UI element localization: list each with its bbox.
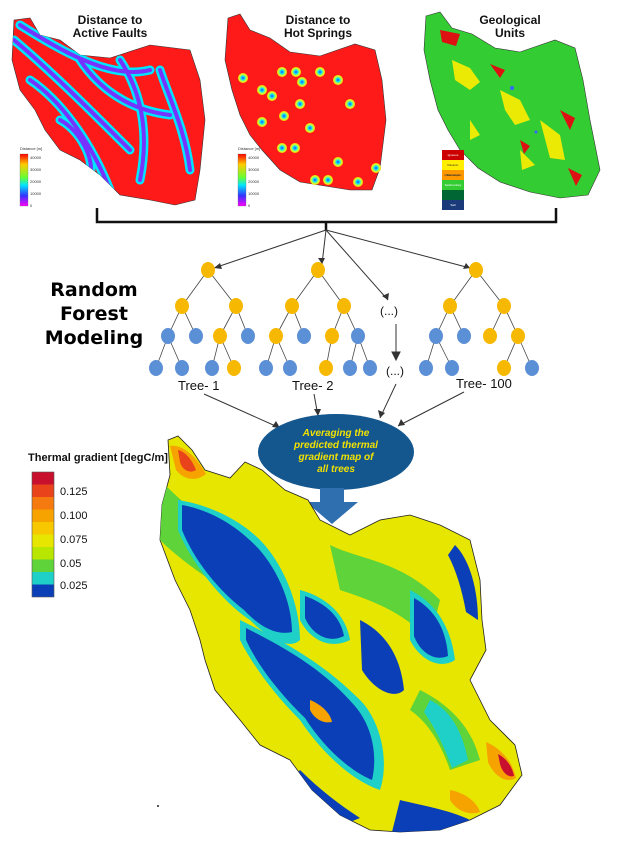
tree-label-2: Tree- 2 bbox=[292, 378, 334, 393]
geology-key-igneous: Igneous bbox=[447, 153, 459, 157]
faults-legend-title: Distance [m] bbox=[20, 146, 43, 151]
geology-title-line2: Units bbox=[495, 26, 525, 40]
fanout-arrows bbox=[213, 229, 471, 301]
averaging-text-line3: gradient map of bbox=[298, 452, 374, 463]
faults-legend-tick: 0 bbox=[30, 203, 33, 208]
trees-ellipsis-top: (...) bbox=[380, 304, 398, 318]
down-arrow bbox=[306, 488, 358, 524]
faults-legend-tick: 40000 bbox=[30, 155, 42, 160]
springs-legend-tick: 20000 bbox=[248, 179, 260, 184]
tree-label-100: Tree- 100 bbox=[456, 376, 512, 391]
geology-key-metamorphic: Metamorphic bbox=[444, 173, 462, 177]
tree-2 bbox=[259, 262, 377, 376]
tree-100 bbox=[419, 262, 539, 376]
model-title-line2: Modeling bbox=[44, 327, 144, 349]
averaging-text-line4: all trees bbox=[317, 464, 355, 475]
springs-legend-tick: 40000 bbox=[248, 155, 260, 160]
averaging-text-line2: predicted thermal bbox=[294, 440, 378, 451]
springs-map bbox=[224, 13, 387, 207]
tree-1 bbox=[149, 262, 255, 376]
thermal-legend-tick: 0.125 bbox=[60, 486, 88, 498]
thermal-legend-tick: 0.05 bbox=[60, 558, 82, 570]
geology-key-salt: Salt bbox=[450, 203, 456, 207]
springs-legend-title: Distance [m] bbox=[238, 146, 261, 151]
tree-label-1: Tree- 1 bbox=[178, 378, 220, 393]
thermal-map bbox=[157, 435, 523, 833]
thermal-legend-tick: 0.100 bbox=[60, 510, 88, 522]
springs-title-line2: Hot Springs bbox=[284, 26, 352, 40]
thermal-legend-title: Thermal gradient [degC/m] bbox=[28, 452, 168, 464]
faults-title-line1: Distance to bbox=[77, 13, 143, 27]
thermal-legend-tick: 0.075 bbox=[60, 534, 88, 546]
springs-title-line1: Distance to bbox=[285, 13, 351, 27]
geology-map bbox=[423, 11, 601, 210]
geology-title-line1: Geological bbox=[479, 13, 541, 27]
faults-legend-tick: 30000 bbox=[30, 167, 42, 172]
model-title: Random Forest Modeling bbox=[14, 278, 174, 350]
thermal-legend-tick: 0.025 bbox=[60, 580, 88, 592]
faults-legend-tick: 10000 bbox=[30, 191, 42, 196]
geology-title: Geological Units bbox=[460, 14, 560, 40]
springs-legend-tick: 10000 bbox=[248, 191, 260, 196]
springs-legend-tick: 0 bbox=[248, 203, 251, 208]
averaging-text: Averaging the predicted thermal gradient… bbox=[262, 428, 410, 476]
averaging-oval bbox=[258, 414, 414, 490]
model-title-line1: Random Forest bbox=[50, 279, 138, 325]
geology-key-sedimentary: Sedimentary bbox=[444, 183, 462, 187]
ellipsis-connector bbox=[391, 324, 401, 362]
faults-title-line2: Active Faults bbox=[72, 26, 148, 40]
averaging-text-line1: Averaging the bbox=[302, 428, 370, 439]
faults-title: Distance to Active Faults bbox=[60, 14, 160, 40]
faults-legend-tick: 20000 bbox=[30, 179, 42, 184]
springs-title: Distance to Hot Springs bbox=[268, 14, 368, 40]
thermal-colorbar bbox=[31, 471, 55, 598]
spring-markers bbox=[238, 67, 381, 187]
trees-ellipsis-bottom: (...) bbox=[386, 364, 404, 378]
springs-legend-tick: 30000 bbox=[248, 167, 260, 172]
geology-key-volcanic: Volcanic, Extrusive bbox=[446, 163, 460, 177]
faults-map bbox=[11, 17, 206, 207]
bracket bbox=[95, 208, 558, 230]
